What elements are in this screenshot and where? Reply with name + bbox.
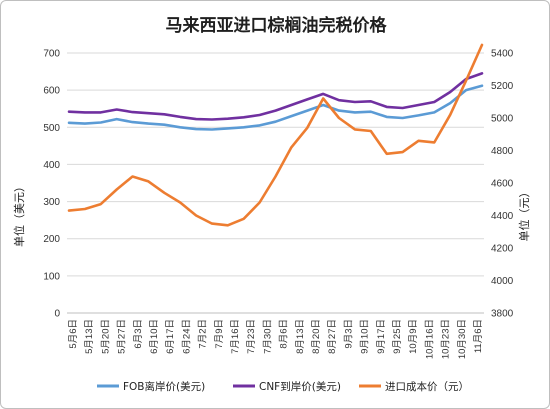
y-left-tick-label: 700 [43,49,60,60]
y-right-tick-label: 4600 [491,179,514,190]
x-tick-label: 6月17日 [165,319,176,354]
left-axis-label: 单位（美元） [12,181,26,247]
right-y-axis: 3800 4000 4200 4400 4600 4800 5000 5200 5400 [491,49,514,320]
y-left-tick-label: 0 [54,309,60,320]
legend-label: 进口成本价（元） [385,380,469,393]
y-right-tick-label: 4000 [491,276,514,287]
x-tick-label: 5月13日 [84,319,95,354]
y-right-tick-label: 3800 [491,309,514,320]
y-right-tick-label: 4400 [491,211,514,222]
x-tick-label: 10月16日 [424,319,435,359]
x-tick-label: 9月25日 [392,319,403,354]
y-left-tick-label: 600 [43,86,60,97]
y-left-tick-label: 400 [43,160,60,171]
y-right-tick-label: 4800 [491,146,514,157]
x-tick-label: 9月3日 [343,319,354,349]
y-right-tick-label: 5000 [491,114,514,125]
left-y-axis: 0 100 200 300 400 500 600 700 [43,49,60,320]
x-tick-label: 7月30日 [262,319,273,354]
x-tick-label: 5月20日 [100,319,111,354]
x-tick-label: 6月24日 [181,319,192,354]
series-lines [67,43,484,227]
right-axis-label: 单位（元） [517,187,531,242]
y-right-tick-label: 4200 [491,244,514,255]
x-tick-label: 6月10日 [149,319,160,354]
gridlines [67,52,484,314]
x-tick-label: 7月9日 [214,319,225,349]
x-tick-label: 8月20日 [311,319,322,354]
series-line [67,72,484,121]
x-tick-label: 10月9日 [408,319,419,354]
x-tick-label: 10月30日 [457,319,468,359]
x-tick-label: 7月2日 [198,319,209,349]
chart-title: 马来西亚进口棕榈油完税价格 [166,15,388,36]
y-left-tick-label: 200 [43,234,60,245]
legend-label: CNF到岸价(美元) [259,380,341,393]
x-tick-label: 9月10日 [360,319,371,354]
x-tick-label: 7月23日 [246,319,257,354]
x-tick-label: 5月6日 [68,319,79,349]
x-tick-label: 8月27日 [327,319,338,354]
series-line [67,43,484,227]
x-tick-label: 9月17日 [376,319,387,354]
x-tick-label: 7月16日 [230,319,241,354]
y-right-tick-label: 5400 [491,49,514,60]
series-line [67,84,484,131]
x-tick-label: 10月23日 [441,319,452,359]
y-right-tick-label: 5200 [491,81,514,92]
x-tick-label: 5月27日 [117,319,128,354]
x-tick-label: 11月6日 [473,319,484,353]
x-tick-label: 8月13日 [295,319,306,354]
y-left-tick-label: 500 [43,123,60,134]
x-axis: 5月6日 5月13日 5月20日 5月27日 6月3日 6月10日 6月17日 6月24日 7月… [67,312,484,359]
y-left-tick-label: 300 [43,197,60,208]
y-left-tick-label: 100 [43,271,60,282]
x-tick-label: 6月3日 [133,319,144,349]
legend-label: FOB离岸价(美元) [123,380,205,393]
x-tick-label: 8月6日 [279,319,290,349]
legend: FOB离岸价(美元) CNF到岸价(美元) 进口成本价（元） [97,380,469,393]
